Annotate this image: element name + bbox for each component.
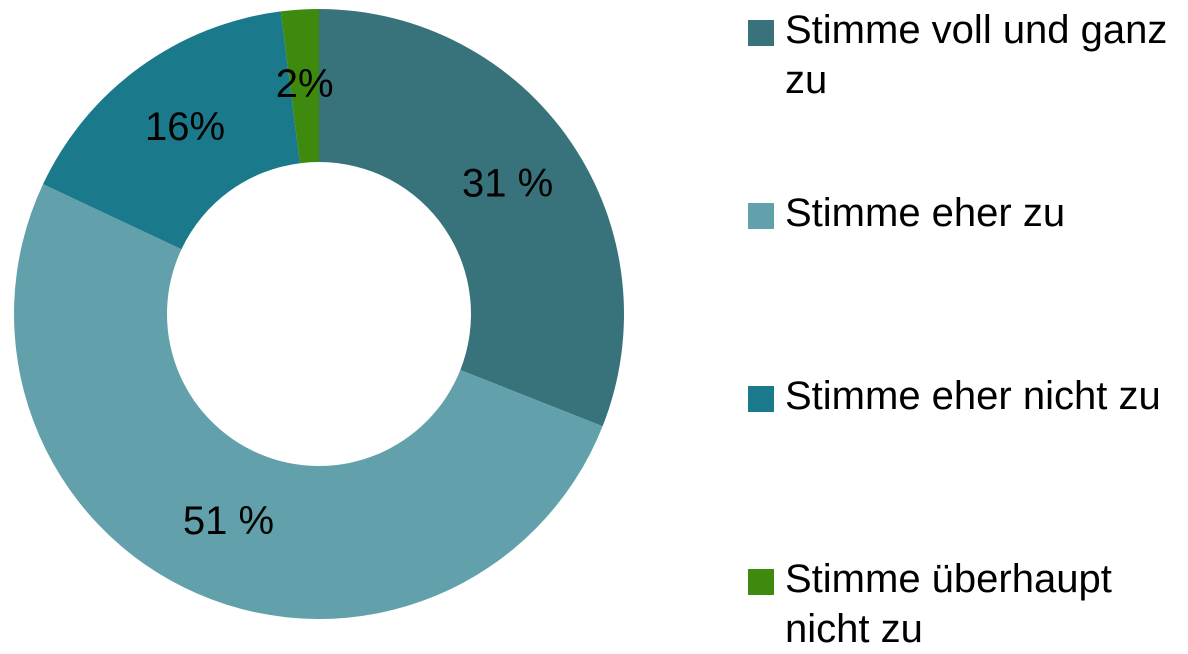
legend-label: Stimme eher nicht zu <box>785 374 1161 418</box>
data-label: 2% <box>276 62 334 106</box>
slice <box>280 9 319 164</box>
legend-item: Stimme voll und ganz zu <box>748 5 1178 105</box>
legend-swatch <box>748 20 774 46</box>
legend-label: Stimme voll und ganz zu <box>785 8 1168 102</box>
data-label: 51 % <box>183 499 274 543</box>
slice <box>14 184 603 619</box>
legend-item: Stimme eher nicht zu <box>748 371 1178 421</box>
data-label: 16% <box>145 105 225 149</box>
legend-label: Stimme eher zu <box>785 191 1066 235</box>
legend-item: Stimme eher zu <box>748 188 1178 238</box>
legend-swatch <box>748 569 774 595</box>
slice <box>319 9 624 427</box>
legend-swatch <box>748 203 774 229</box>
chart: 31 % 51 % 16% 2% <box>14 9 624 619</box>
legend-swatch <box>748 386 774 412</box>
legend-label: Stimme überhaupt nicht zu <box>785 557 1112 651</box>
slice <box>43 11 300 250</box>
data-label: 31 % <box>462 161 553 205</box>
legend-item: Stimme überhaupt nicht zu <box>748 554 1178 654</box>
